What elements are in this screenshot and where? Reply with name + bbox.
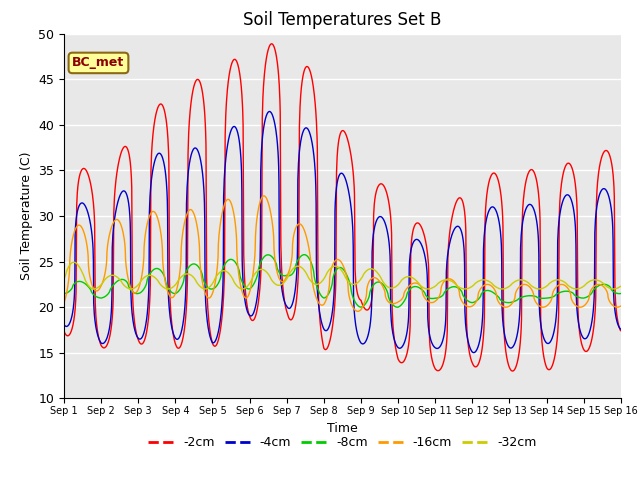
Text: BC_met: BC_met: [72, 57, 125, 70]
Y-axis label: Soil Temperature (C): Soil Temperature (C): [20, 152, 33, 280]
X-axis label: Time: Time: [327, 421, 358, 434]
Title: Soil Temperatures Set B: Soil Temperatures Set B: [243, 11, 442, 29]
Legend: -2cm, -4cm, -8cm, -16cm, -32cm: -2cm, -4cm, -8cm, -16cm, -32cm: [143, 431, 541, 454]
